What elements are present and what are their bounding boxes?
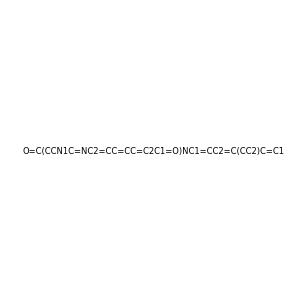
Text: O=C(CCN1C=NC2=CC=CC=C2C1=O)NC1=CC2=C(CC2)C=C1: O=C(CCN1C=NC2=CC=CC=C2C1=O)NC1=CC2=C(CC2… (23, 147, 285, 156)
